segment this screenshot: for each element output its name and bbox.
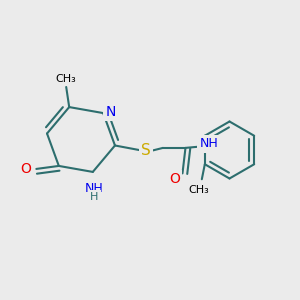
Text: N: N	[106, 105, 116, 118]
Text: NH: NH	[85, 182, 104, 195]
Text: O: O	[20, 162, 31, 176]
Text: NH: NH	[200, 137, 218, 151]
Text: S: S	[141, 143, 151, 158]
Text: CH₃: CH₃	[56, 74, 76, 84]
Text: H: H	[90, 192, 98, 203]
Text: O: O	[169, 172, 180, 186]
Text: CH₃: CH₃	[188, 185, 209, 195]
